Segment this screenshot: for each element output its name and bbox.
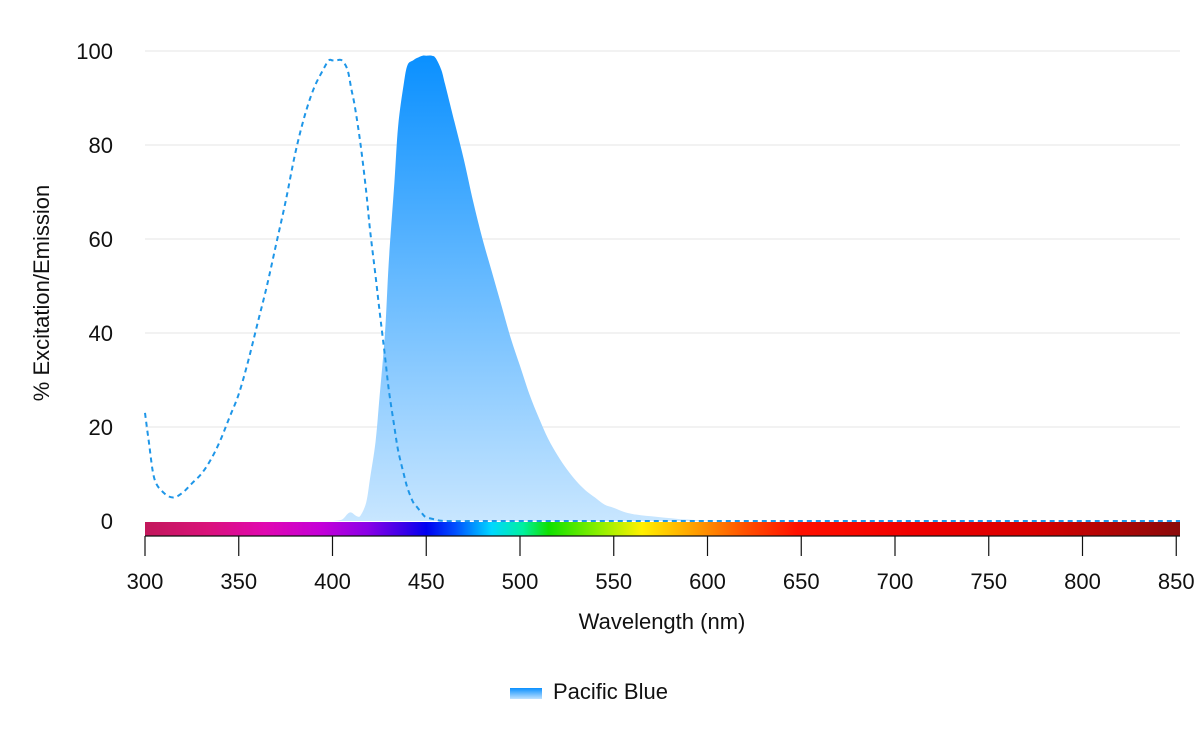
x-tick-label: 800 <box>1064 569 1101 594</box>
y-tick-label: 80 <box>89 133 113 158</box>
legend: Pacific Blue <box>510 679 668 704</box>
x-tick-label: 400 <box>314 569 351 594</box>
x-tick-label: 350 <box>220 569 257 594</box>
y-tick-label: 40 <box>89 321 113 346</box>
excitation-line <box>144 58 1180 523</box>
x-tick-label: 650 <box>783 569 820 594</box>
x-tick-label: 500 <box>502 569 539 594</box>
x-axis-title: Wavelength (nm) <box>579 609 746 634</box>
spectrum-bar <box>145 522 1180 536</box>
x-tick-label: 450 <box>408 569 445 594</box>
x-tick-label: 600 <box>689 569 726 594</box>
legend-swatch <box>510 688 542 699</box>
tick-labels: 300 350 400 450 500 550 600 650 700 750 800 850 0 20 4… <box>76 39 1194 594</box>
x-tick-label: 300 <box>127 569 164 594</box>
x-tick-label: 750 <box>970 569 1007 594</box>
y-axis-title: % Excitation/Emission <box>29 185 54 401</box>
spectrum-layer <box>145 522 1180 537</box>
y-tick-label: 0 <box>101 509 113 534</box>
y-tick-label: 60 <box>89 227 113 252</box>
x-tick-label: 550 <box>595 569 632 594</box>
grid-lines <box>145 50 1180 428</box>
series-layer <box>144 55 1180 523</box>
x-tick-label: 850 <box>1158 569 1195 594</box>
y-tick-label: 100 <box>76 39 113 64</box>
x-tick-label: 700 <box>877 569 914 594</box>
emission-area <box>332 55 1180 522</box>
y-tick-label: 20 <box>89 415 113 440</box>
legend-label: Pacific Blue <box>553 679 668 704</box>
